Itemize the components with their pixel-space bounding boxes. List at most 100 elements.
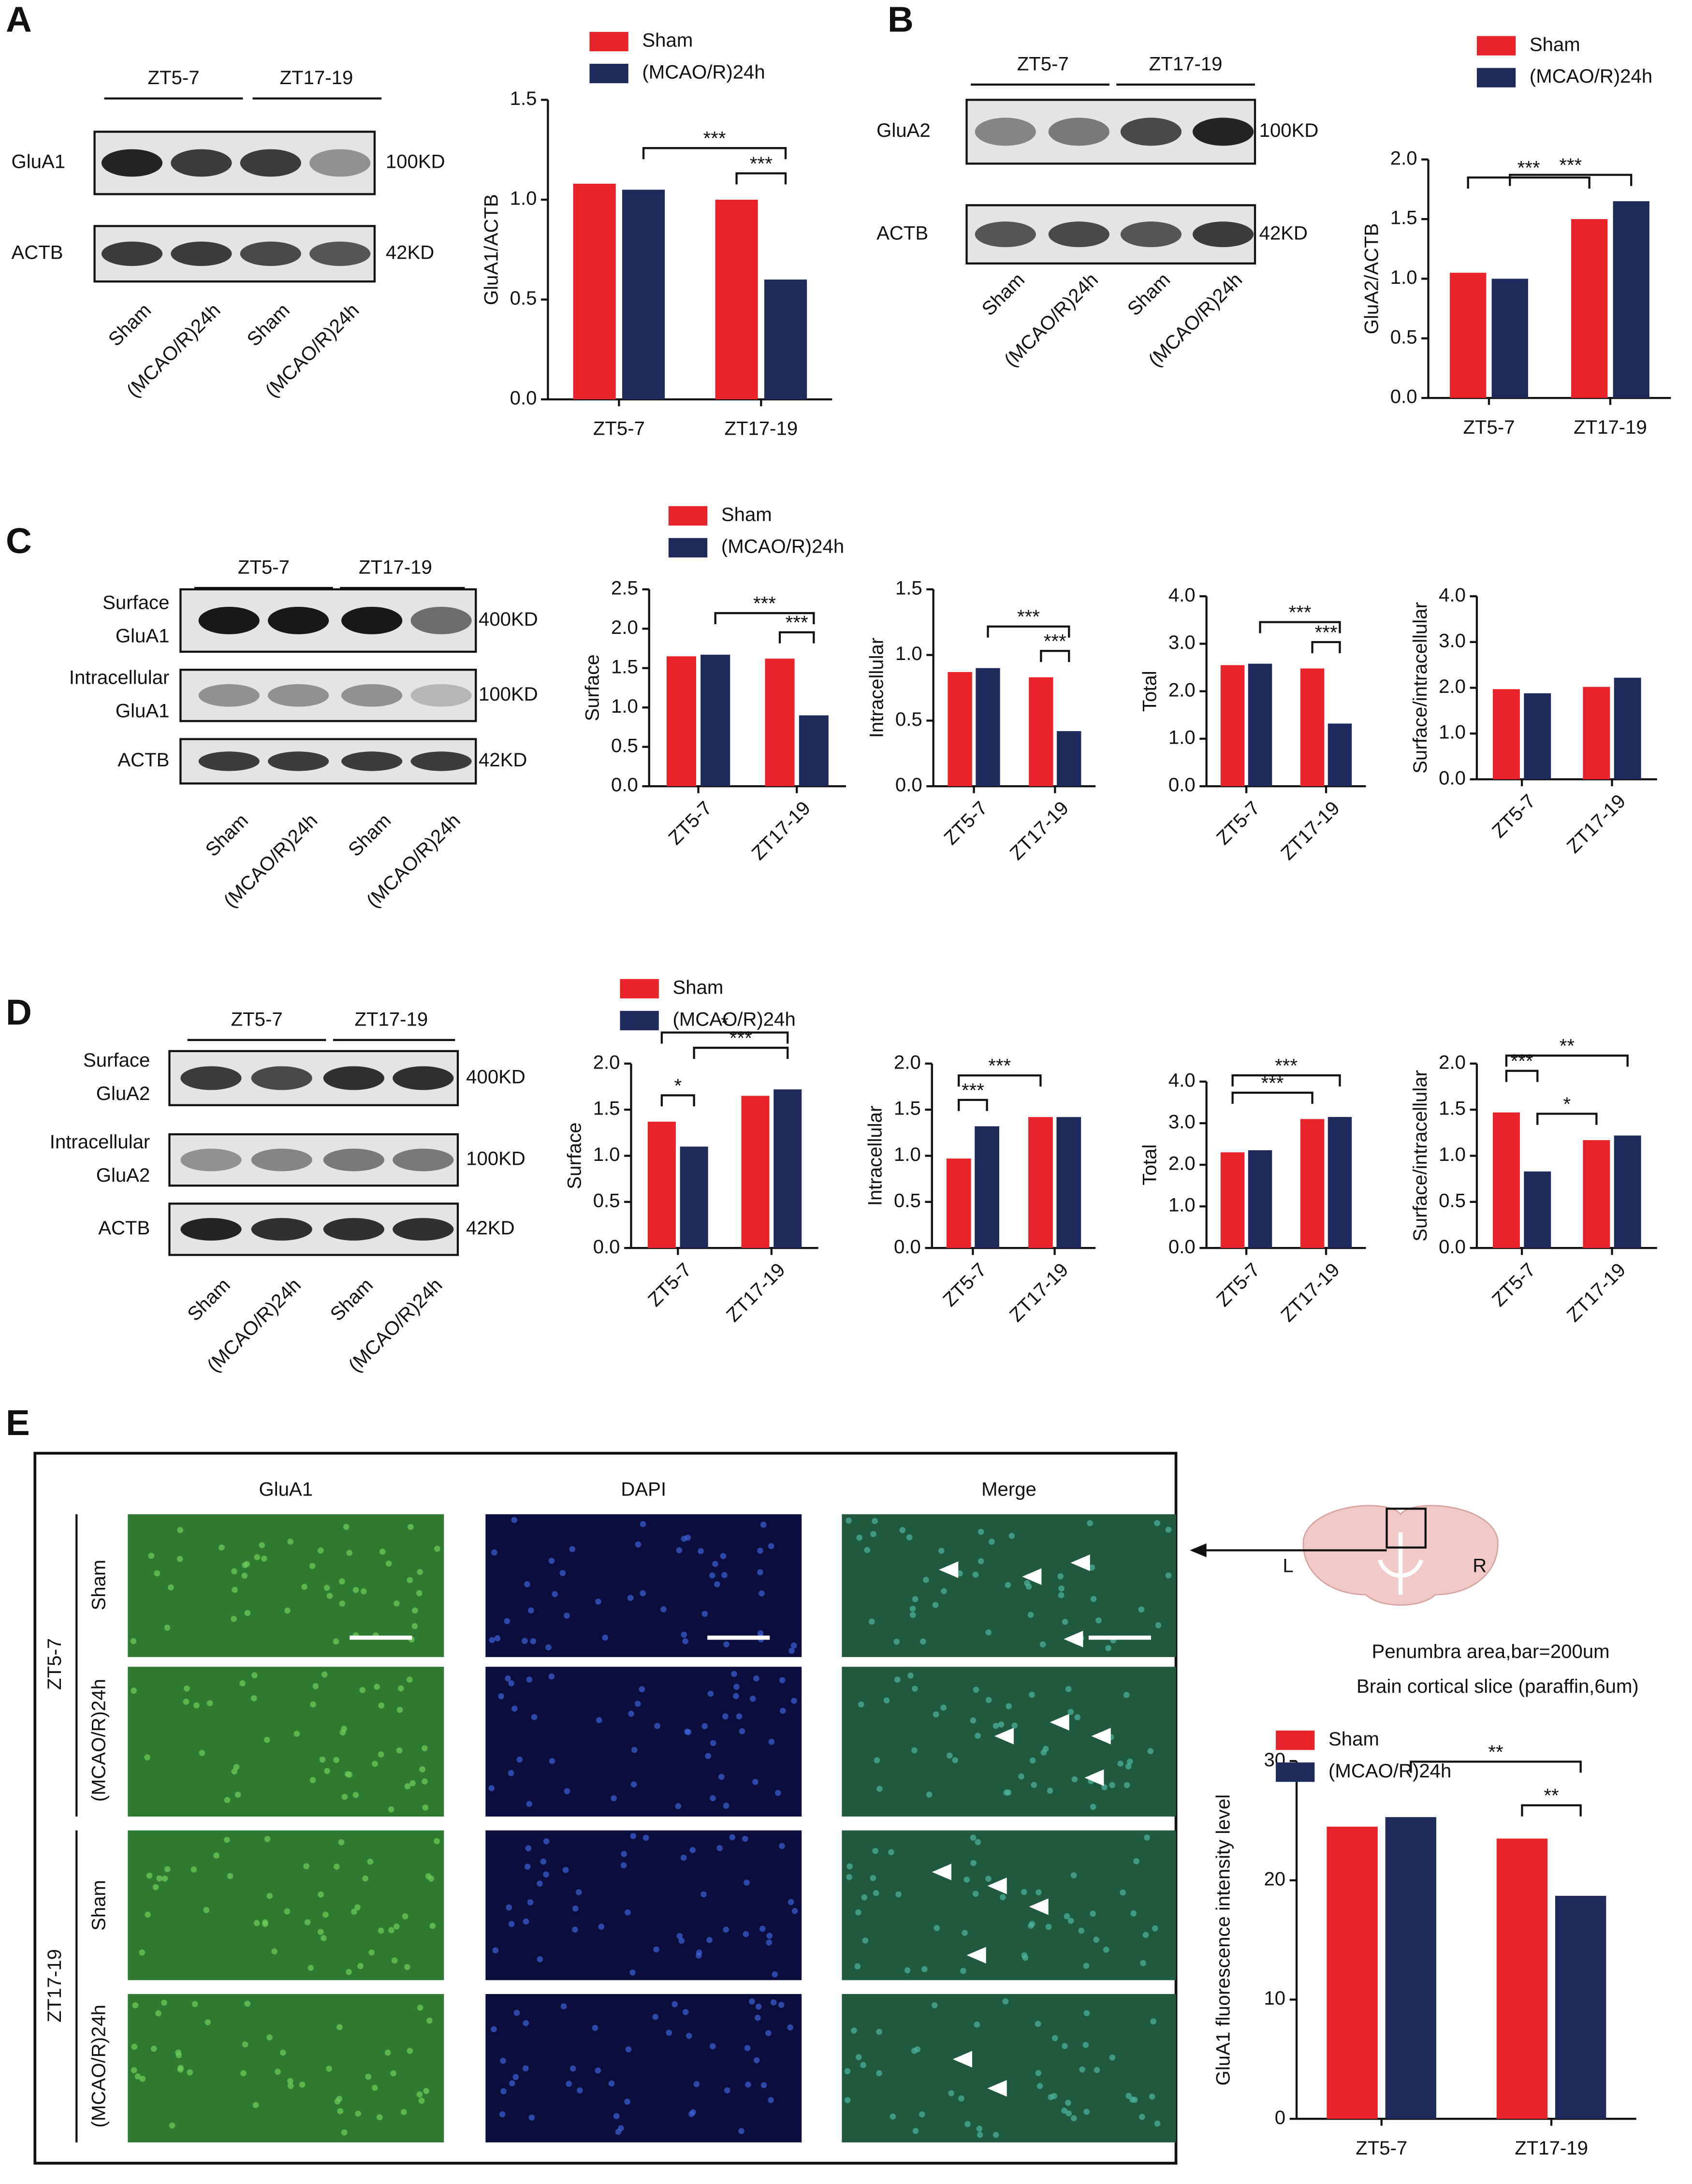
bar [1220,1152,1245,1248]
cell [537,1956,543,1963]
cell [596,1717,602,1723]
blot-size-label: 400KD [466,1066,525,1087]
cell [874,1757,880,1763]
cell [564,1788,570,1794]
cell [175,2052,182,2058]
bar [1614,1135,1641,1248]
cell [227,1873,233,1879]
cell [419,1766,425,1773]
cell [1062,1618,1068,1625]
significance-label: *** [988,1055,1011,1077]
panel-label: D [6,992,32,1032]
cell [275,2068,281,2075]
cell [608,2080,615,2087]
cell [391,1957,398,1964]
cell [595,2067,601,2074]
x-tick-label: ZT17-19 [1515,2137,1588,2159]
cell [757,1630,764,1637]
blot-band [309,241,371,266]
cell [592,2024,598,2031]
significance-label: ** [1488,1741,1503,1763]
cell [1002,1998,1009,2005]
cell [854,1963,861,1970]
cell [855,2054,862,2061]
cell [537,1880,543,1887]
legend-swatch [1476,36,1516,56]
cell [970,1834,977,1841]
cell [870,1875,876,1881]
cell [379,1548,386,1555]
cell [1083,2109,1090,2115]
group-label: ZT5-7 [231,1008,283,1030]
legend-swatch [589,63,628,84]
cell [630,1781,637,1788]
group-label: ZT17-19 [44,1949,65,2023]
cell [1105,1645,1111,1652]
panel-label: C [6,521,32,561]
cell [416,1590,423,1597]
blot-band [410,684,472,707]
blot-band [251,1066,312,1090]
bar [622,190,665,399]
cell [511,1705,518,1712]
cell [1130,1910,1137,1917]
cell [736,1713,743,1720]
y-tick-label: 0.5 [510,287,537,309]
cell [1125,1763,1132,1770]
blot-band [240,149,301,177]
significance-bracket [1410,1760,1582,1773]
bar [680,1146,708,1248]
cell [407,2048,413,2054]
cell [1058,1585,1065,1592]
arrowhead [1070,1554,1090,1571]
row-label: Sham [88,1560,110,1611]
cell [323,1584,330,1591]
y-tick-label: 0.0 [593,1236,620,1258]
legend-swatch [589,31,628,52]
cell [562,1867,569,1873]
cell [526,1676,533,1683]
bar [1327,1117,1352,1248]
cell [706,1937,713,1943]
cell [569,1546,576,1553]
cell [709,2043,716,2050]
cell [132,2002,139,2008]
y-tick-label: 0.0 [510,387,537,409]
bar [1524,693,1551,779]
group-label: ZT5-7 [238,556,290,578]
cell [1090,1910,1096,1917]
column-header: GluA1 [259,1479,313,1500]
blot-size-label: 100KD [479,683,538,705]
cell [977,1528,984,1535]
cell [768,1739,775,1745]
legend-label: Sham [673,976,724,998]
cell [744,1879,750,1886]
cell [960,1967,966,1974]
cell [378,1751,384,1758]
significance-label: * [1563,1093,1571,1115]
cell [299,2081,306,2088]
significance-label: ** [1544,1785,1559,1806]
cell [1027,1612,1034,1618]
y-tick-label: 0.5 [593,1189,620,1211]
blot-band [198,751,260,771]
cell [690,2109,696,2115]
significance-label: *** [1017,606,1040,628]
cell [336,2024,343,2030]
cell [1090,1596,1097,1602]
blot-band [240,241,301,266]
significance-label: *** [1559,154,1582,176]
cell [989,1539,995,1545]
y-tick-label: 0.0 [894,1236,921,1258]
column-header: Merge [981,1479,1036,1500]
cell [864,1547,871,1554]
cell [893,1639,900,1645]
significance-label: *** [729,1027,752,1049]
cell [357,1963,364,1969]
cell [1138,1606,1145,1613]
cell [231,1615,237,1622]
cell [1150,2018,1156,2025]
cell [177,1527,184,1533]
cell [508,1921,515,1927]
cell [1061,2108,1067,2114]
